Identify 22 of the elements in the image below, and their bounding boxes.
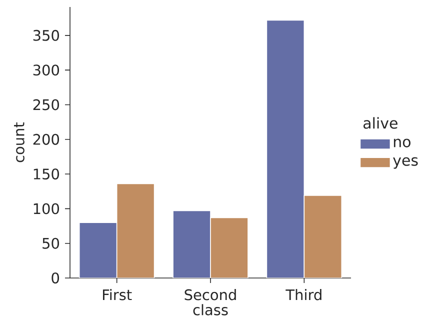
legend-label: no xyxy=(394,138,410,148)
y-tick-label: 150 xyxy=(34,168,59,180)
bar xyxy=(304,195,342,278)
legend-label: yes xyxy=(393,157,418,169)
bar xyxy=(116,183,155,278)
x-tick-label: First xyxy=(103,289,132,300)
bar xyxy=(266,20,305,278)
y-tick-label: 250 xyxy=(33,99,59,110)
x-tick-label: Third xyxy=(286,289,322,300)
y-tick-label: 200 xyxy=(33,134,59,145)
y-tick-label: 100 xyxy=(34,203,59,214)
y-tick-label: 50 xyxy=(42,238,60,249)
y-tick-label: 0 xyxy=(52,272,60,284)
y-tick-label: 300 xyxy=(33,64,59,76)
bar xyxy=(78,222,118,278)
x-tick-label: Second xyxy=(184,289,236,300)
y-tick-label: 350 xyxy=(33,30,59,41)
legend-title: alive xyxy=(364,117,398,129)
x-axis-title: class xyxy=(193,304,228,316)
bar xyxy=(172,210,211,278)
bar xyxy=(210,217,248,278)
y-axis-title: count xyxy=(14,122,24,162)
